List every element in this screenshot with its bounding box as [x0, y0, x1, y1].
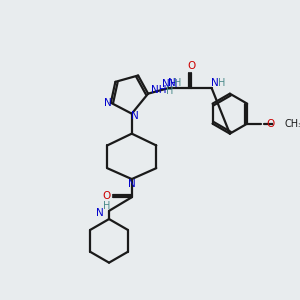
Text: O: O [102, 191, 110, 201]
Text: N: N [104, 98, 112, 108]
Text: N: N [96, 208, 104, 218]
Text: O: O [267, 119, 275, 129]
Text: N: N [128, 178, 136, 189]
Text: NH: NH [151, 85, 166, 95]
Text: O: O [188, 61, 196, 71]
Text: H: H [166, 86, 174, 96]
Text: N: N [212, 78, 219, 88]
Text: H: H [103, 201, 110, 211]
Text: N: N [130, 111, 138, 122]
Text: N: N [168, 78, 176, 88]
Text: NH: NH [162, 79, 178, 89]
Text: H: H [218, 78, 225, 88]
Text: H: H [174, 78, 182, 88]
Text: CH₃: CH₃ [284, 119, 300, 129]
